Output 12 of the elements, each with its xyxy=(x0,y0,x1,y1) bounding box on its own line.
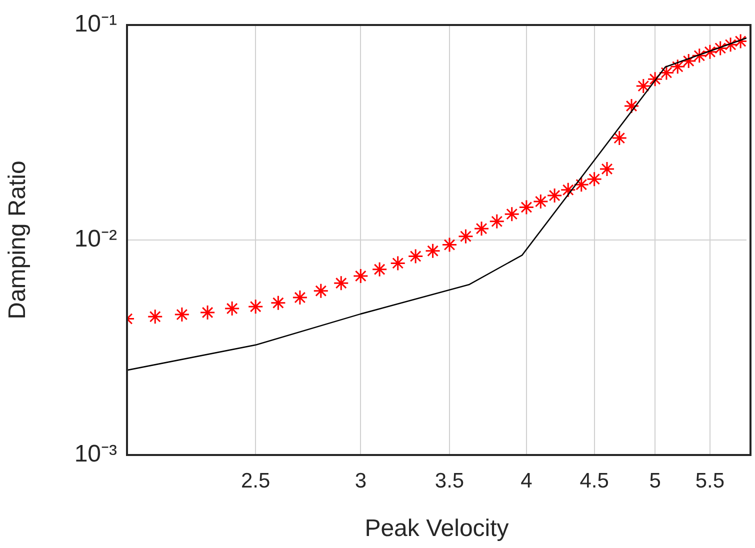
x-tick-label: 4 xyxy=(520,469,533,492)
x-tick-label: 5 xyxy=(649,469,661,492)
x-tick-label: 2.5 xyxy=(240,469,270,492)
y-tick-label: 10⁻¹ xyxy=(74,10,118,38)
y-axis-title: Damping Ratio xyxy=(4,160,32,320)
x-tick-label: 3 xyxy=(354,469,367,492)
y-tick-label: 10⁻³ xyxy=(74,440,118,468)
x-tick-label: 4.5 xyxy=(580,469,609,492)
x-tick-label: 3.5 xyxy=(434,469,464,492)
x-tick-label: 5.5 xyxy=(695,469,725,492)
x-axis-title: Peak Velocity xyxy=(364,515,509,542)
y-tick-label: 10⁻² xyxy=(74,226,118,253)
